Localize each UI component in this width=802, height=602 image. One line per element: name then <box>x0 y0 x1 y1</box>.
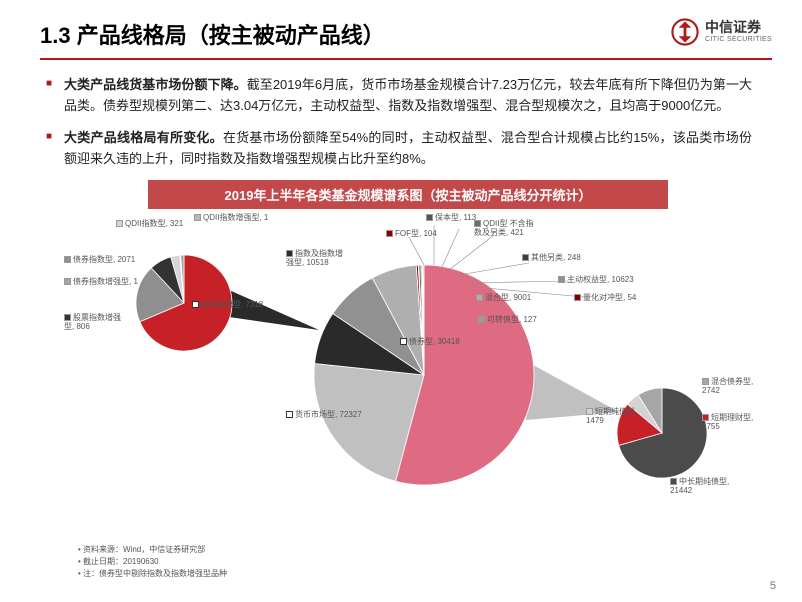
chart-label: 可转债型, 127 <box>478 315 537 325</box>
chart-label: FOF型, 104 <box>386 229 437 239</box>
chart-label: 债券指数型, 2071 <box>64 255 135 265</box>
page-number: 5 <box>770 580 776 592</box>
chart-label: 股票指数型, 7318 <box>192 300 263 310</box>
chart-label: 主动权益型, 10623 <box>558 275 634 285</box>
bullet-1: 大类产品线货基市场份额下降。截至2019年6月底，货币市场基金规模合计7.23万… <box>64 74 752 117</box>
chart-label: QDII指数增强型, 1 <box>194 213 268 223</box>
footnote-2: 截止日期：20190630 <box>78 556 227 568</box>
chart-title: 2019年上半年各类基金规模谱系图（按主被动产品线分开统计） <box>148 180 668 209</box>
footnote-1: 资料来源：Wind，中信证券研究部 <box>78 544 227 556</box>
chart-label: 指数及指数增强型, 10518 <box>286 249 346 268</box>
chart-label: 短期理财型, 4755 <box>702 413 762 432</box>
chart-label: 股票指数增强型, 806 <box>64 313 124 332</box>
bullet-2: 大类产品线格局有所变化。在货基市场份额降至54%的同时，主动权益型、混合型合计规… <box>64 127 752 170</box>
company-logo: 中信证券 CITIC SECURITIES <box>671 18 772 46</box>
chart-label: 量化对冲型, 54 <box>574 293 636 303</box>
logo-cn: 中信证券 <box>705 20 772 35</box>
chart-label: 混合债券型, 2742 <box>702 377 762 396</box>
chart-label: 债券指数增强型, 1 <box>64 277 138 287</box>
chart-label: 短期纯债型, 1479 <box>586 407 646 426</box>
chart-label: 货币市场型, 72327 <box>286 410 362 420</box>
content-region: 大类产品线货基市场份额下降。截至2019年6月底，货币市场基金规模合计7.23万… <box>0 60 802 515</box>
logo-en: CITIC SECURITIES <box>705 36 772 44</box>
chart-label: 其他另类, 248 <box>522 253 582 263</box>
chart-label: 混合型, 9001 <box>476 293 531 303</box>
slide-title: 1.3 产品线格局（按主被动产品线） <box>40 18 385 50</box>
logo-icon <box>671 18 699 46</box>
pie-charts-svg <box>64 215 764 515</box>
chart-area: QDII指数型, 321 QDII指数增强型, 1 债券指数型, 2071 债券指数增… <box>64 215 764 515</box>
chart-label: 中长期纯债型, 21442 <box>670 477 730 496</box>
chart-label: 债券型, 30418 <box>400 337 460 347</box>
chart-label: QDII指数型, 321 <box>116 219 183 229</box>
footnotes: 资料来源：Wind，中信证券研究部 截止日期：20190630 注：债券型中剔除… <box>78 544 227 580</box>
footnote-3: 注：债券型中剔除指数及指数增强型品种 <box>78 568 227 580</box>
chart-label: QDII型 不含指数及另类, 421 <box>474 219 534 238</box>
